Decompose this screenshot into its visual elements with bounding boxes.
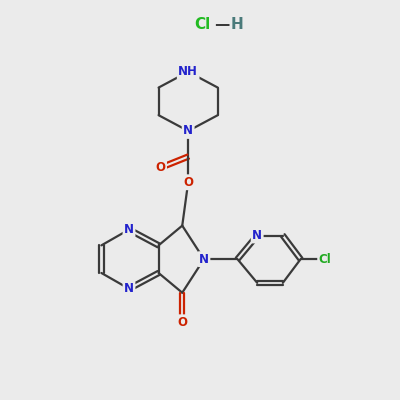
Text: N: N: [252, 229, 262, 242]
Text: O: O: [183, 176, 193, 189]
Text: Cl: Cl: [319, 253, 332, 266]
Text: N: N: [124, 282, 134, 295]
Text: O: O: [156, 161, 166, 174]
Text: Cl: Cl: [194, 17, 210, 32]
Text: O: O: [177, 316, 187, 329]
Text: N: N: [124, 223, 134, 236]
Text: NH: NH: [178, 65, 198, 78]
Text: —: —: [214, 17, 229, 32]
Text: N: N: [183, 124, 193, 138]
Text: H: H: [231, 17, 244, 32]
Text: N: N: [199, 253, 209, 266]
